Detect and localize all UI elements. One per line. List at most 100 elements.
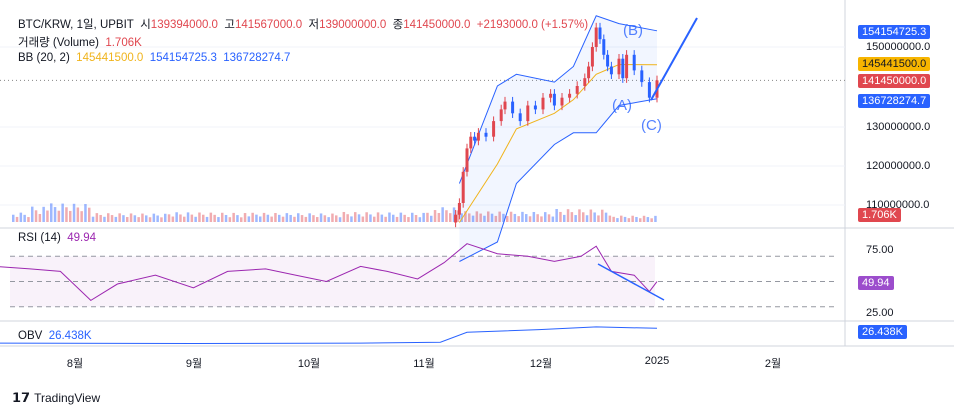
wave-label-b[interactable]: (B) (623, 22, 643, 39)
rsi-tick: 75.00 (866, 244, 894, 256)
volume-bar (650, 218, 653, 222)
volume-bar (582, 212, 585, 222)
volume-bar (373, 216, 376, 222)
candle (575, 86, 579, 94)
volume-bar (186, 212, 190, 222)
volume-bar (566, 209, 570, 222)
volume-bar (118, 213, 121, 222)
volume-bar (316, 217, 319, 222)
volume-bar (205, 216, 209, 222)
volume-bar (506, 216, 509, 222)
volume-bar (525, 214, 528, 222)
bb-lower-value: 136728274.7 (223, 52, 291, 64)
obv-tag: 26.438K (858, 325, 907, 339)
bb-label: BB (20, 2) (18, 52, 70, 64)
volume-bar (274, 213, 277, 222)
volume-bar (72, 203, 76, 222)
volume-bar (490, 213, 494, 222)
volume-bar (403, 214, 406, 222)
volume-bar (160, 217, 163, 222)
rsi-value: 49.94 (67, 232, 96, 244)
volume-bar (445, 210, 448, 222)
rsi-trend-line (597, 263, 665, 301)
tradingview-logo[interactable]: 𝟭𝟳 TradingView (12, 390, 100, 406)
bb-basis-value: 145441500.0 (76, 52, 144, 64)
candle (533, 105, 537, 110)
volume-bar (517, 216, 520, 222)
volume-bar (251, 212, 254, 222)
volume-bar (152, 213, 156, 222)
volume-value: 1.706K (105, 37, 142, 49)
volume-bar (483, 215, 486, 222)
volume-bar (293, 216, 296, 222)
candle (560, 97, 564, 106)
volume-bar (464, 211, 467, 222)
volume-bar (388, 212, 391, 222)
volume-bar (414, 214, 418, 222)
volume-bar (597, 215, 600, 222)
volume-bar (61, 203, 64, 222)
tradingview-logo-icon: 𝟭𝟳 (12, 390, 31, 405)
x-tick: 12월 (529, 358, 553, 370)
volume-bar (323, 215, 327, 222)
volume-bar (369, 214, 372, 222)
volume-bar (65, 207, 68, 222)
volume-bar (361, 216, 365, 222)
candle (484, 132, 488, 137)
volume-bar (559, 211, 562, 222)
volume-bar (240, 217, 243, 222)
volume-bar (99, 214, 102, 222)
candle (609, 66, 613, 75)
candle (465, 148, 469, 172)
volume-bar (312, 215, 315, 222)
candle (617, 58, 621, 75)
volume-bar (631, 215, 634, 222)
volume-bar (19, 212, 23, 222)
volume-bar (27, 217, 30, 222)
bb-fill (459, 15, 657, 262)
volume-bar (335, 215, 338, 222)
volume-bar (536, 214, 539, 222)
wave-label-a[interactable]: (A) (612, 97, 632, 114)
volume-bar (247, 216, 251, 222)
volume-bar (532, 211, 536, 222)
volume-bar (555, 209, 558, 222)
volume-bar (198, 212, 201, 222)
volume-tag: 1.706K (858, 208, 901, 222)
volume-bar (354, 212, 357, 222)
volume-bar (228, 217, 232, 222)
volume-bar (179, 214, 182, 222)
volume-bar (578, 209, 581, 222)
volume-bar (259, 216, 262, 222)
open-label: 시 (140, 19, 151, 31)
volume-bar (278, 214, 281, 222)
volume-bar (437, 212, 441, 222)
candle (598, 27, 602, 40)
candle (647, 82, 651, 98)
bb-legend: BB (20, 2) 145441500.0 154154725.3 13672… (18, 52, 290, 64)
volume-bar (327, 217, 330, 222)
last-price-tag: 141450000.0 (858, 74, 931, 88)
volume-bar (654, 215, 657, 222)
volume-bar (475, 211, 479, 222)
volume-bar (300, 215, 304, 222)
candle (476, 132, 480, 141)
volume-bar (202, 214, 205, 222)
volume-bar (69, 210, 72, 222)
candle (625, 54, 629, 79)
candle (621, 58, 625, 79)
price-tick: 120000000.0 (866, 160, 931, 172)
volume-bar (528, 216, 532, 222)
symbol-label: BTC/KRW, 1일, UPBIT (18, 19, 134, 31)
high-label: 고 (224, 19, 235, 31)
volume-bar (411, 212, 414, 222)
high-value: 141567000.0 (234, 19, 303, 31)
wave-label-c[interactable]: (C) (641, 117, 662, 134)
candle (469, 136, 473, 149)
volume-bar (57, 210, 61, 222)
x-tick: 8월 (66, 358, 84, 370)
volume-bar (456, 210, 460, 222)
volume-bar (31, 206, 34, 222)
